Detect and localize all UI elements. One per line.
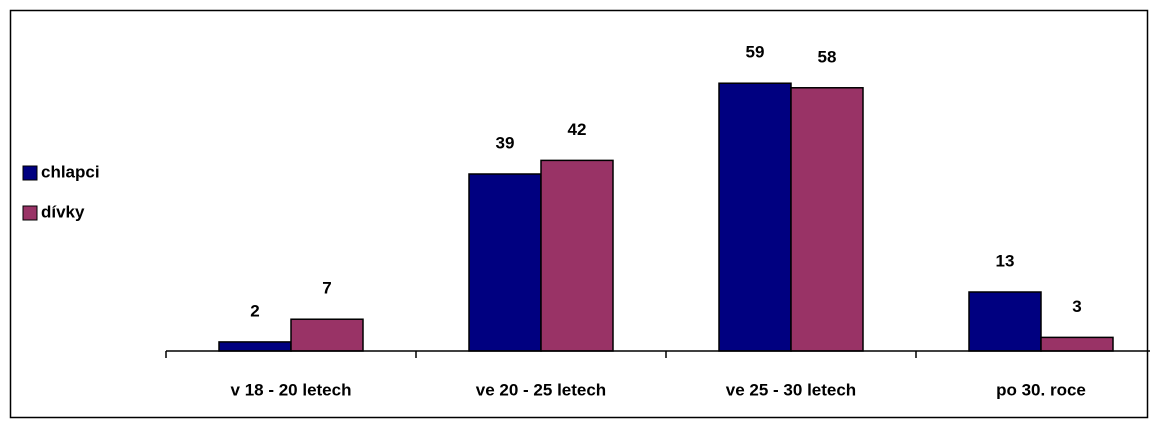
value-label: 13 xyxy=(996,251,1015,270)
x-tick-label: ve 20 - 25 letech xyxy=(476,380,606,399)
legend-label: dívky xyxy=(41,202,85,221)
value-label: 39 xyxy=(496,133,515,152)
bar xyxy=(1040,336,1114,352)
legend-swatch xyxy=(22,205,38,221)
value-label: 59 xyxy=(746,43,765,62)
value-label: 58 xyxy=(818,47,837,66)
value-label: 3 xyxy=(1072,297,1081,316)
bar xyxy=(968,291,1042,352)
value-label: 42 xyxy=(568,120,587,139)
value-label: 2 xyxy=(250,301,259,320)
legend-label: chlapci xyxy=(41,162,100,181)
bar xyxy=(468,173,542,352)
legend-swatch xyxy=(22,165,38,181)
bar xyxy=(718,82,792,352)
bar xyxy=(290,318,364,352)
value-label: 7 xyxy=(322,279,331,298)
bar xyxy=(540,159,614,352)
x-tick-label: po 30. roce xyxy=(996,380,1086,399)
x-tick-label: ve 25 - 30 letech xyxy=(726,380,856,399)
bar xyxy=(790,87,864,352)
bar xyxy=(218,341,292,352)
x-tick-label: v 18 - 20 letech xyxy=(231,380,352,399)
